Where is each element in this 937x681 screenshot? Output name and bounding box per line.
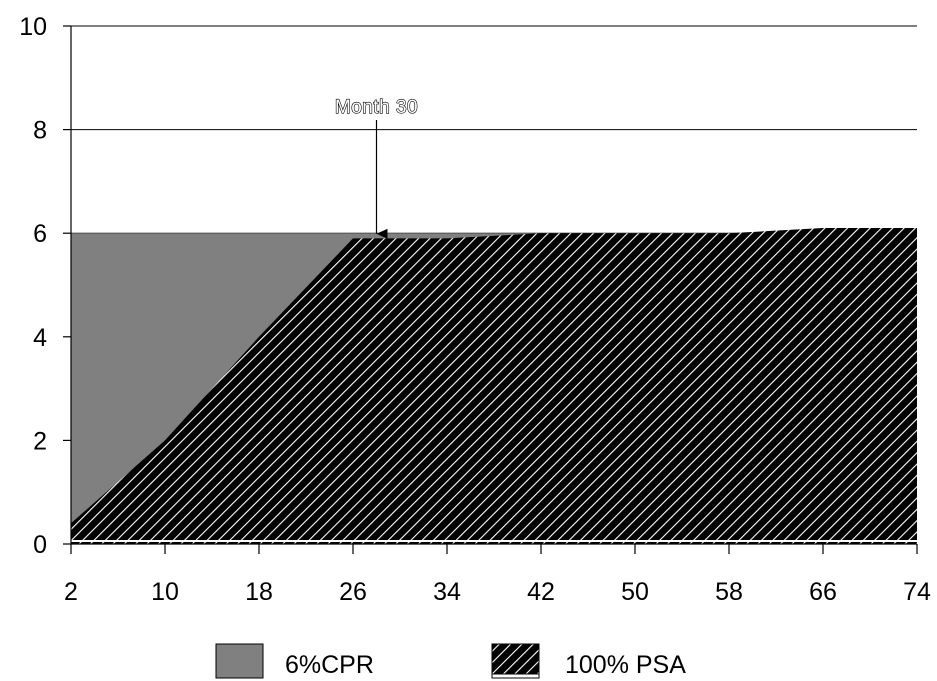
series-areas <box>71 228 917 544</box>
annotation-month-30-label: Month 30 <box>335 97 418 118</box>
y-tick-label-0: 0 <box>33 531 47 559</box>
legend-swatch-cpr <box>215 643 264 679</box>
legend-label-psa: 100% PSA <box>565 651 686 679</box>
x-tick-label-18: 18 <box>245 578 273 606</box>
series-area-psa <box>71 228 917 544</box>
y-tick-label-2: 2 <box>33 427 47 455</box>
x-tick-label-26: 26 <box>339 578 367 606</box>
x-tick-label-58: 58 <box>715 578 743 606</box>
annotations: Month 30 <box>334 96 418 239</box>
legend-swatch-base-psa <box>491 673 540 679</box>
y-tick-label-6: 6 <box>33 220 47 248</box>
x-tick-label-74: 74 <box>903 578 931 606</box>
y-tick-label-10: 10 <box>19 13 47 41</box>
y-tick-label-4: 4 <box>33 324 47 352</box>
legend: 6%CPR 100% PSA <box>215 643 686 679</box>
x-tick-label-10: 10 <box>151 578 179 606</box>
x-tick-label-66: 66 <box>809 578 837 606</box>
x-tick-label-34: 34 <box>433 578 461 606</box>
y-tick-label-8: 8 <box>33 117 47 145</box>
legend-label-cpr: 6%CPR <box>285 651 374 679</box>
x-tick-label-42: 42 <box>527 578 555 606</box>
x-tick-label-50: 50 <box>621 578 649 606</box>
legend-swatch-psa <box>491 643 540 679</box>
x-tick-label-2: 2 <box>64 578 78 606</box>
